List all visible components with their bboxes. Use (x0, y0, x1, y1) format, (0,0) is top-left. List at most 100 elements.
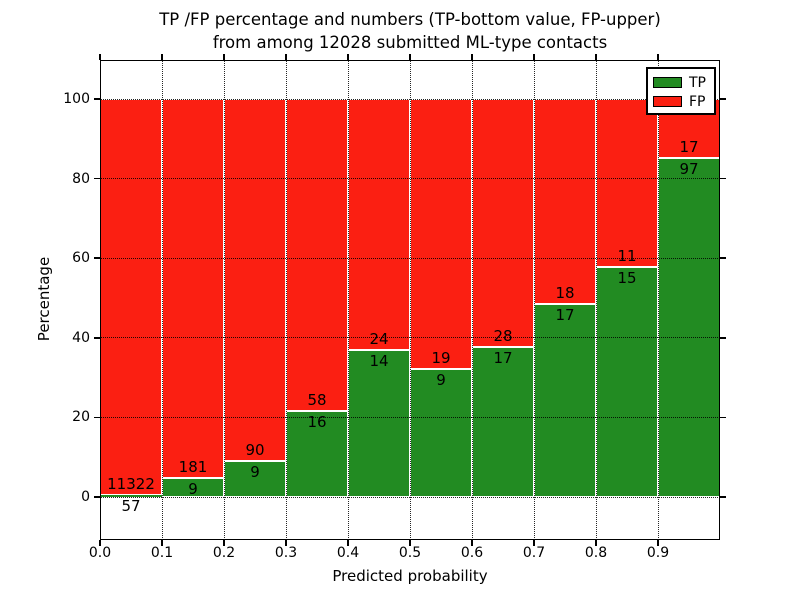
fp-count-label: 17 (679, 138, 699, 157)
fp-count-label: 11 (617, 247, 637, 266)
y-tick-left (94, 416, 100, 419)
bar-segment-fp (100, 99, 162, 496)
y-tick-right (720, 177, 726, 180)
x-tick-bottom (657, 540, 659, 546)
fp-count-label: 181 (178, 458, 208, 477)
x-tick-label: 0.0 (88, 545, 112, 561)
y-tick-left (94, 337, 100, 339)
x-tick-label: 0.7 (522, 545, 546, 561)
bar-segment-fp (472, 99, 534, 347)
v-gridline (471, 60, 473, 540)
y-tick-right (720, 416, 726, 419)
bar-segment-tp (534, 303, 596, 497)
bar-segment-fp (410, 99, 472, 370)
x-tick-label: 0.1 (150, 545, 174, 561)
bar-segment-tp (472, 346, 534, 497)
x-tick-bottom (161, 540, 163, 546)
tp-count-label: 9 (250, 462, 260, 481)
y-tick-right (720, 257, 726, 259)
x-tick-label: 0.4 (336, 545, 360, 561)
y-tick-left (94, 257, 100, 259)
x-tick-bottom (223, 540, 225, 546)
bar-segment-tp (410, 369, 472, 497)
y-tick-label: 80 (72, 170, 90, 187)
bar-segment-tp (658, 158, 720, 497)
tp-count-label: 17 (555, 305, 575, 324)
legend-label: TP (689, 74, 706, 91)
y-tick-label: 0 (81, 489, 90, 505)
x-tick-bottom (347, 540, 349, 546)
tp-count-label: 15 (617, 269, 637, 288)
x-tick-top (657, 54, 659, 60)
x-tick-top (223, 54, 225, 60)
x-tick-top (161, 54, 163, 60)
tp-count-label: 16 (307, 412, 327, 431)
x-tick-bottom (595, 540, 597, 546)
v-gridline (347, 60, 349, 540)
bar-segment-fp (596, 99, 658, 268)
x-tick-top (533, 54, 535, 60)
x-tick-top (347, 54, 349, 60)
v-gridline (223, 60, 225, 540)
bar-segment-fp (534, 99, 596, 304)
x-tick-label: 0.3 (274, 545, 298, 561)
y-tick-label: 100 (63, 91, 90, 107)
v-gridline (161, 60, 163, 540)
y-tick-label: 60 (72, 250, 90, 267)
legend-entry: TP (653, 73, 714, 92)
bar-segment-tp (224, 460, 286, 497)
y-tick-right (720, 337, 726, 339)
bar-segment-fp (286, 99, 348, 411)
x-tick-bottom (285, 540, 287, 546)
v-gridline (409, 60, 411, 540)
y-tick-right (720, 496, 726, 498)
x-tick-bottom (99, 540, 101, 546)
fp-count-label: 18 (555, 283, 575, 302)
v-gridline (533, 60, 535, 540)
x-tick-label: 0.8 (584, 545, 608, 561)
tp-count-label: 97 (679, 160, 699, 179)
x-tick-top (409, 54, 411, 60)
x-tick-bottom (471, 540, 473, 546)
fp-count-label: 11322 (107, 475, 155, 494)
fp-count-label: 90 (245, 440, 265, 459)
x-tick-label: 0.2 (212, 545, 236, 561)
tp-count-label: 9 (188, 480, 198, 499)
legend-entry: FP (653, 92, 714, 111)
bar-segment-fp (224, 99, 286, 461)
x-axis-label: Predicted probability (332, 567, 488, 585)
x-tick-top (595, 54, 597, 60)
y-tick-left (94, 177, 100, 180)
tp-count-label: 14 (369, 352, 389, 371)
bar-segment-tp (596, 267, 658, 497)
v-gridline (285, 60, 287, 540)
chart-title-line-1: TP /FP percentage and numbers (TP-bottom… (159, 10, 661, 29)
x-tick-top (285, 54, 287, 60)
legend: TP FP (646, 67, 716, 115)
bar-segment-tp (286, 410, 348, 497)
x-tick-label: 0.9 (646, 545, 670, 561)
v-gridline (657, 60, 659, 540)
x-tick-bottom (409, 540, 411, 546)
legend-swatch-tp (653, 77, 682, 88)
fp-count-label: 19 (431, 349, 451, 368)
tp-count-label: 9 (436, 371, 446, 390)
bar-segment-tp (348, 350, 410, 497)
y-tick-label: 20 (72, 409, 90, 426)
bar-segment-tp (100, 495, 162, 497)
tp-count-label: 17 (493, 348, 513, 367)
fp-count-label: 24 (369, 330, 389, 349)
tp-count-label: 57 (121, 497, 141, 516)
legend-label: FP (689, 93, 706, 110)
chart-title-line-2: from among 12028 submitted ML-type conta… (212, 33, 608, 52)
y-tick-left (94, 98, 100, 100)
fp-count-label: 58 (307, 390, 327, 409)
x-tick-top (99, 54, 101, 60)
fp-count-label: 28 (493, 326, 513, 345)
y-tick-label: 40 (72, 329, 90, 346)
legend-swatch-fp (653, 96, 682, 107)
y-tick-right (720, 98, 726, 100)
x-tick-label: 0.5 (398, 545, 422, 561)
x-tick-top (471, 54, 473, 60)
